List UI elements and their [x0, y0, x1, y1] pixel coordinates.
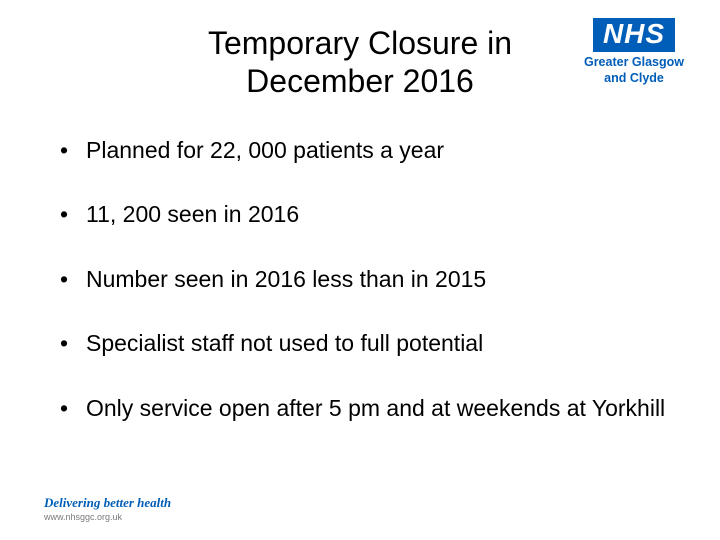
slide-title: Temporary Closure in December 2016	[160, 24, 560, 101]
slide: NHS Greater Glasgow and Clyde Temporary …	[0, 0, 720, 540]
title-line2: December 2016	[246, 63, 474, 99]
nhs-logo-subtitle: Greater Glasgow and Clyde	[574, 55, 694, 86]
nhs-subtitle-line2: and Clyde	[604, 71, 664, 85]
bullet-list: Planned for 22, 000 patients a year 11, …	[50, 137, 670, 421]
nhs-logo: NHS Greater Glasgow and Clyde	[574, 18, 694, 86]
list-item: 11, 200 seen in 2016	[60, 201, 670, 227]
nhs-subtitle-line1: Greater Glasgow	[584, 55, 684, 69]
nhs-logo-box: NHS	[593, 18, 675, 52]
list-item: Only service open after 5 pm and at week…	[60, 395, 670, 421]
footer: Delivering better health www.nhsggc.org.…	[44, 495, 171, 522]
title-line1: Temporary Closure in	[208, 25, 512, 61]
footer-tagline: Delivering better health	[44, 495, 171, 511]
footer-url: www.nhsggc.org.uk	[44, 512, 171, 522]
list-item: Planned for 22, 000 patients a year	[60, 137, 670, 163]
list-item: Specialist staff not used to full potent…	[60, 330, 670, 356]
list-item: Number seen in 2016 less than in 2015	[60, 266, 670, 292]
